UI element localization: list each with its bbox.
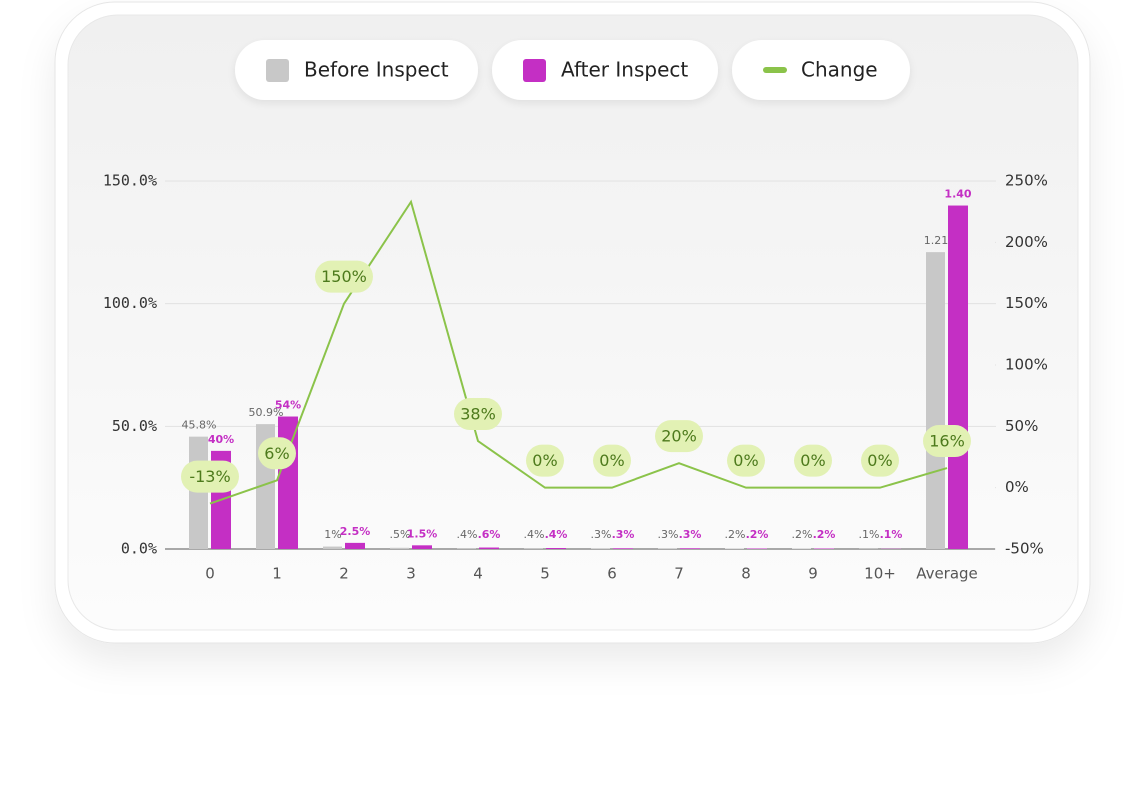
change-label-pill bbox=[454, 398, 502, 431]
bar-value-label: .1% bbox=[859, 528, 880, 541]
change-label: 0% bbox=[733, 451, 758, 470]
change-label-pill bbox=[794, 444, 832, 477]
bar-value-label: .3% bbox=[679, 528, 702, 541]
bar-value-label: .3% bbox=[591, 528, 612, 541]
x-tick-label: 2 bbox=[339, 565, 349, 583]
bar-value-label: .2% bbox=[792, 528, 813, 541]
bar-value-label: .3% bbox=[658, 528, 679, 541]
x-tick-label: 5 bbox=[540, 565, 550, 583]
legend-swatch bbox=[763, 67, 787, 73]
change-label-pill bbox=[315, 260, 373, 293]
y-tick-label: 0.0% bbox=[121, 540, 157, 558]
change-line bbox=[209, 199, 948, 505]
y-tick-label: 100.0% bbox=[103, 294, 157, 312]
legend-pill bbox=[235, 40, 478, 100]
change-label-pill bbox=[923, 425, 971, 458]
change-label-pill bbox=[593, 444, 631, 477]
change-label-pill bbox=[655, 420, 703, 453]
bar-value-label: 1.21 bbox=[924, 234, 949, 247]
change-label: 150% bbox=[321, 267, 367, 286]
legend-label: Before Inspect bbox=[304, 58, 449, 82]
bar-value-label: 50.9% bbox=[249, 406, 284, 419]
legend-swatch bbox=[523, 59, 546, 82]
bar-value-label: .2% bbox=[725, 528, 746, 541]
change-label: 38% bbox=[460, 405, 496, 424]
change-label-pill bbox=[727, 444, 765, 477]
bar bbox=[948, 205, 968, 550]
card bbox=[67, 14, 1079, 631]
bar bbox=[479, 547, 499, 549]
x-tick-label: 0 bbox=[205, 565, 215, 583]
x-tick-label: 1 bbox=[272, 565, 282, 583]
change-label: 0% bbox=[867, 451, 892, 470]
change-label: 6% bbox=[264, 444, 289, 463]
bar-value-label: 45.8% bbox=[182, 419, 217, 432]
x-tick-label: 8 bbox=[741, 565, 751, 583]
y2-tick-label: 150% bbox=[1005, 294, 1048, 312]
bar-value-label: .6% bbox=[478, 528, 501, 541]
x-tick-label: 9 bbox=[808, 565, 818, 583]
y2-tick-label: 50% bbox=[1005, 417, 1038, 435]
bar-value-label: .2% bbox=[813, 528, 836, 541]
bar bbox=[658, 548, 677, 549]
bar-value-label: 1% bbox=[324, 528, 341, 541]
change-label: -13% bbox=[189, 467, 230, 486]
legend-label: After Inspect bbox=[561, 58, 688, 82]
bar bbox=[926, 252, 945, 549]
bar bbox=[680, 548, 700, 549]
bar bbox=[278, 416, 298, 549]
bar bbox=[390, 547, 409, 549]
x-tick-label: 3 bbox=[406, 565, 416, 583]
bar bbox=[345, 542, 365, 549]
bar-value-label: .3% bbox=[612, 528, 635, 541]
y2-tick-label: 250% bbox=[1005, 172, 1048, 190]
bar-value-label: .1% bbox=[880, 528, 903, 541]
change-label: 0% bbox=[800, 451, 825, 470]
y2-tick-label: 200% bbox=[1005, 233, 1048, 251]
change-label: 0% bbox=[532, 451, 557, 470]
y2-tick-label: -50% bbox=[1005, 540, 1044, 558]
y-tick-label: 50.0% bbox=[112, 417, 157, 435]
bar bbox=[189, 436, 208, 549]
bar bbox=[457, 548, 476, 549]
y2-tick-label: 0% bbox=[1005, 478, 1029, 496]
x-tick-label: Average bbox=[916, 565, 978, 583]
bar-value-label: .2% bbox=[746, 528, 769, 541]
x-tick-label: 6 bbox=[607, 565, 617, 583]
bar-value-label: 1.40 bbox=[944, 188, 971, 201]
legend-pill bbox=[732, 40, 910, 100]
legend-label: Change bbox=[801, 58, 878, 82]
bar bbox=[546, 548, 566, 549]
change-label: 0% bbox=[599, 451, 624, 470]
x-tick-label: 10+ bbox=[864, 565, 896, 583]
bar-value-label: .4% bbox=[457, 528, 478, 541]
change-label: 20% bbox=[661, 427, 697, 446]
bar bbox=[412, 545, 432, 549]
bar-value-label: 2.5% bbox=[340, 525, 371, 538]
bar bbox=[524, 548, 543, 549]
change-label-pill bbox=[526, 444, 564, 477]
x-tick-label: 4 bbox=[473, 565, 483, 583]
bar-value-label: 1.5% bbox=[407, 527, 438, 540]
bar-value-label: .4% bbox=[524, 528, 545, 541]
bar bbox=[591, 548, 610, 549]
legend-swatch bbox=[266, 59, 289, 82]
bar bbox=[323, 546, 342, 549]
legend-pill bbox=[492, 40, 718, 100]
change-label-pill bbox=[258, 437, 296, 470]
change-label-pill bbox=[181, 460, 239, 493]
y2-tick-label: 100% bbox=[1005, 356, 1048, 374]
y-tick-label: 150.0% bbox=[103, 172, 157, 190]
bar-value-label: 40% bbox=[208, 433, 234, 446]
change-label: 16% bbox=[929, 432, 965, 451]
bar-value-label: .5% bbox=[390, 528, 411, 541]
bar-value-label: 54% bbox=[275, 399, 301, 412]
change-label-pill bbox=[861, 444, 899, 477]
bar bbox=[613, 548, 633, 549]
bar-value-label: .4% bbox=[545, 528, 568, 541]
x-tick-label: 7 bbox=[674, 565, 684, 583]
